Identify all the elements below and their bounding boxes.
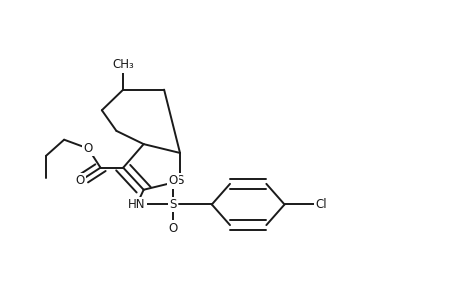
Text: O: O: [75, 174, 84, 188]
Text: O: O: [168, 221, 178, 235]
Text: O: O: [168, 174, 178, 188]
Text: S: S: [176, 174, 183, 188]
Text: O: O: [84, 142, 93, 155]
Text: S: S: [169, 198, 177, 211]
Text: Cl: Cl: [314, 198, 326, 211]
Text: CH₃: CH₃: [112, 58, 134, 71]
Text: HN: HN: [128, 198, 145, 211]
